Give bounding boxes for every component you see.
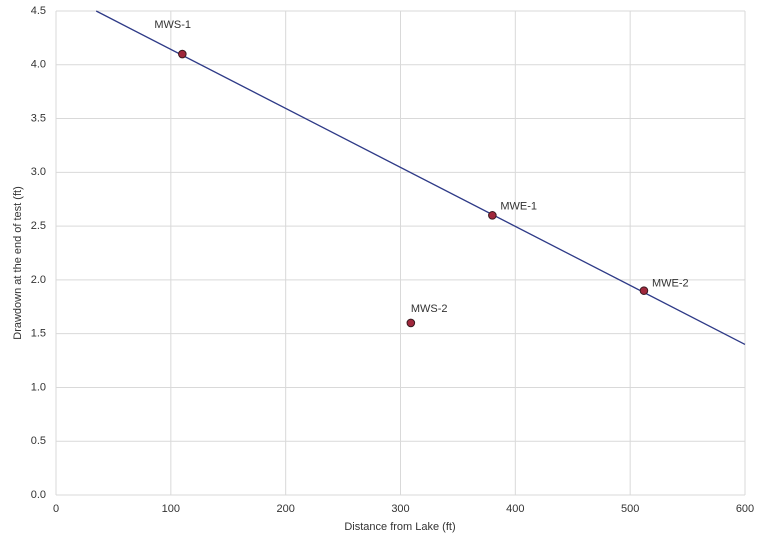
x-tick-label: 300 — [391, 503, 409, 515]
x-tick-label: 200 — [276, 503, 294, 515]
point-label: MWS-2 — [411, 303, 448, 315]
y-tick-label: 4.0 — [31, 59, 46, 71]
y-tick-label: 3.0 — [31, 166, 46, 178]
point — [488, 211, 497, 220]
x-tick-label: 100 — [162, 503, 180, 515]
y-tick-label: 0.0 — [31, 489, 46, 501]
point-label: MWE-2 — [652, 278, 689, 290]
x-tick-label: 400 — [506, 503, 524, 515]
y-tick-label: 2.5 — [31, 220, 46, 232]
x-axis-label: Distance from Lake (ft) — [344, 521, 455, 533]
y-tick-label: 1.5 — [31, 328, 46, 340]
point — [639, 286, 649, 295]
x-tick-label: 0 — [53, 503, 59, 515]
y-tick-label: 4.5 — [31, 5, 46, 17]
x-tick-label: 500 — [621, 503, 639, 515]
y-tick-label: 3.5 — [31, 112, 46, 124]
y-tick-label: 0.5 — [31, 435, 46, 447]
y-tick-label: 1.0 — [31, 381, 46, 393]
x-tick-label: 600 — [736, 503, 754, 515]
point — [406, 318, 416, 328]
point-label: MWE-1 — [500, 200, 537, 212]
point-label: MWS-1 — [154, 19, 191, 31]
y-axis-label: Drawdown at the end of test (ft) — [12, 186, 24, 339]
point — [178, 49, 187, 59]
trendline — [95, 10, 746, 346]
y-tick-label: 2.0 — [31, 274, 46, 286]
